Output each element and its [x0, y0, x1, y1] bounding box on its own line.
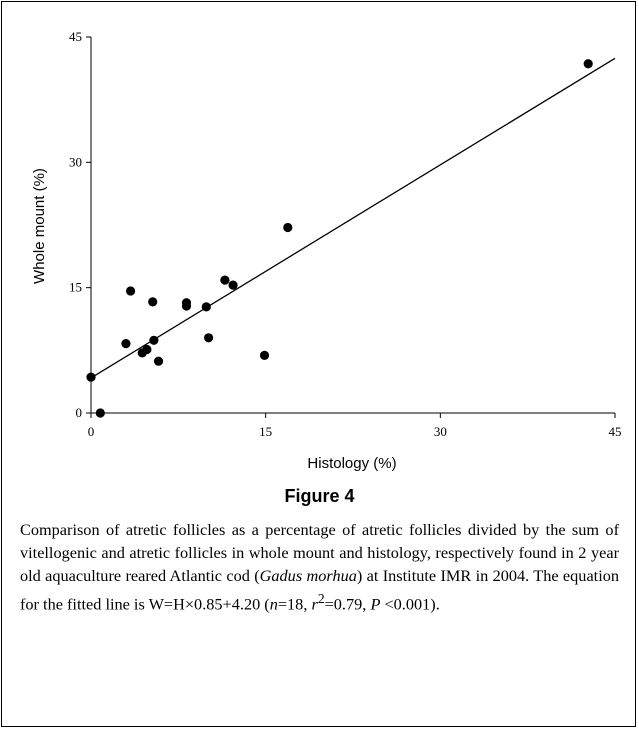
data-point: [228, 280, 238, 290]
data-point: [121, 339, 131, 349]
data-point: [142, 344, 152, 355]
species-name: Gadus morhua: [259, 566, 357, 585]
x-tick-label: 0: [88, 424, 95, 439]
data-point: [148, 297, 158, 307]
y-axis-label: Whole mount (%): [31, 168, 48, 284]
data-point: [181, 301, 192, 311]
scatter-plot: 0 15 30 45 0 15 30 45 Histology (%) Whole mount…: [31, 29, 622, 472]
figure-label: Figure 4: [284, 486, 355, 506]
x-tick-label: 30: [434, 424, 447, 439]
caption-text-2: ) at Institute IMR in 2004. The equation…: [20, 566, 619, 614]
data-point: [220, 275, 230, 285]
data-point: [86, 372, 96, 382]
n-symbol: n: [269, 594, 278, 614]
data-points: [86, 59, 593, 418]
data-point: [149, 335, 159, 345]
data-point: [125, 286, 136, 296]
x-axis-label: Histology (%): [307, 455, 396, 472]
x-tick-label: 15: [259, 424, 272, 439]
ticks: 0 15 30 45 0 15 30 45: [69, 29, 622, 439]
y-tick-label: 30: [69, 154, 82, 169]
data-point: [153, 356, 164, 366]
data-point: [583, 59, 593, 69]
p-value: <0.001).: [380, 594, 440, 614]
r-exponent: 2: [317, 591, 325, 606]
data-point: [95, 408, 105, 418]
figure-caption: Comparison of atretic follicles as a per…: [20, 518, 619, 615]
r-symbol: r: [311, 594, 318, 614]
y-tick-label: 15: [69, 280, 82, 295]
p-symbol: P: [370, 594, 381, 614]
data-point: [204, 333, 214, 343]
x-tick-label: 45: [609, 424, 622, 439]
axes: [90, 37, 615, 414]
n-value: =18,: [277, 594, 312, 614]
data-point: [259, 350, 270, 360]
caption-text-1: Comparison of atretic follicles as a per…: [20, 520, 619, 585]
r-value: =0.79,: [324, 594, 371, 614]
data-point: [283, 222, 293, 233]
y-tick-label: 0: [76, 405, 83, 420]
y-tick-label: 45: [69, 29, 82, 44]
fitted-line: [90, 57, 616, 379]
data-point: [201, 302, 211, 312]
